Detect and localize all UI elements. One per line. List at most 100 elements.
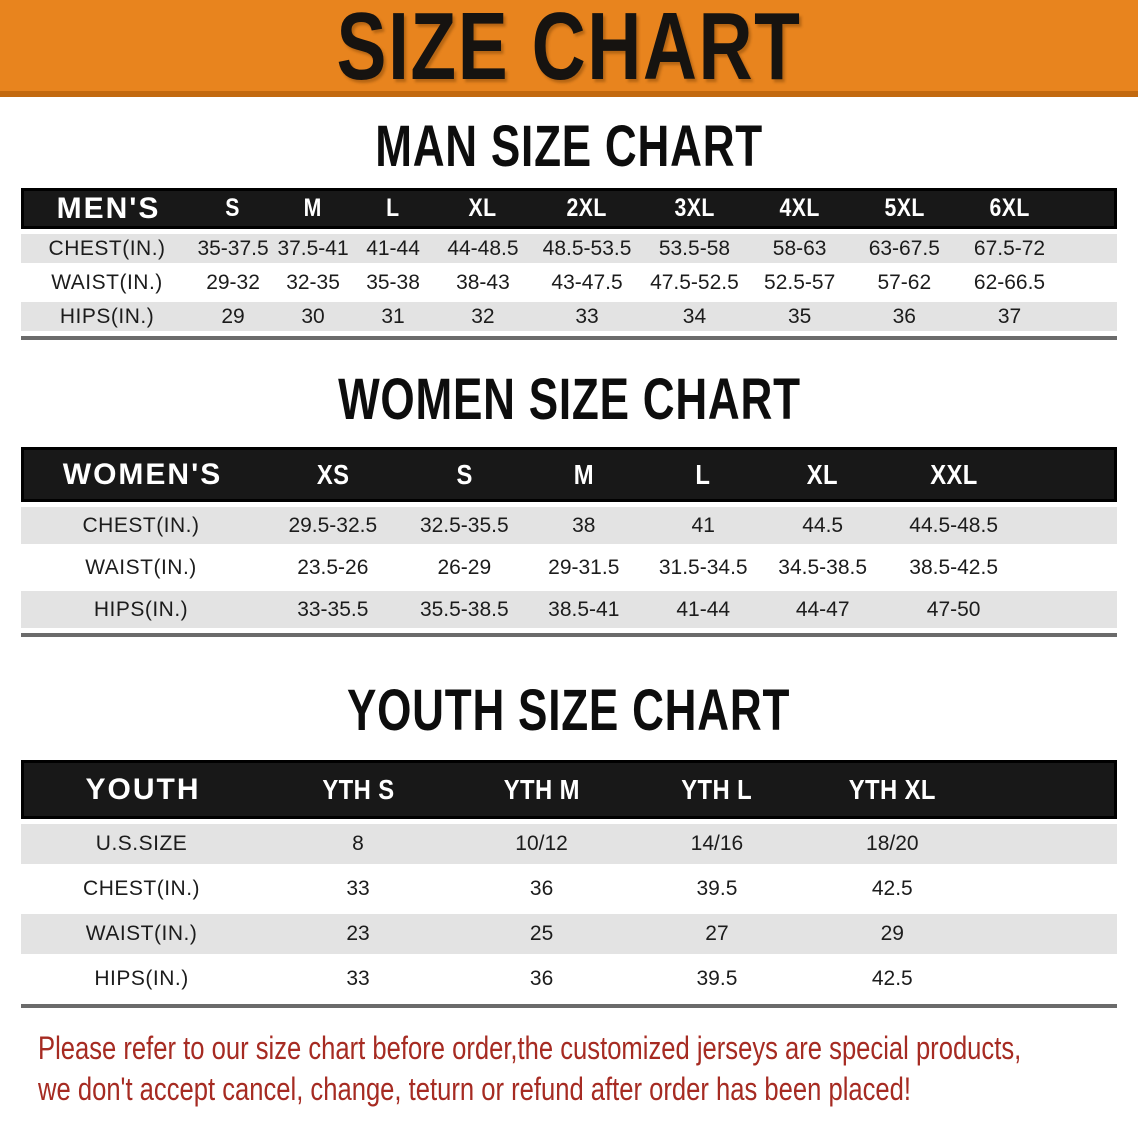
column-header-text: XL bbox=[807, 458, 839, 490]
row-label: CHEST(IN.) bbox=[21, 234, 194, 263]
cell-value: 44.5 bbox=[762, 507, 883, 544]
cell-value-text: 52.5-57 bbox=[764, 270, 836, 294]
cell-value-text: 33 bbox=[575, 304, 599, 328]
row-label: WAIST(IN.) bbox=[21, 914, 263, 954]
cell-value: 31 bbox=[353, 302, 434, 331]
cell-value-text: 25 bbox=[529, 922, 554, 945]
cell-value: 43-47.5 bbox=[532, 268, 642, 297]
cell-value: 26-29 bbox=[404, 549, 525, 586]
mens-size-table: MEN'S S M L XL 2XL 3XL 4XL 5XL 6XL CHEST(IN.) 35-3… bbox=[21, 183, 1117, 336]
cell-value: 48.5-53.5 bbox=[532, 234, 642, 263]
table-row: CHEST(IN.) 35-37.5 37.5-41 41-44 44-48.5 48.5… bbox=[21, 234, 1117, 263]
table-row: HIPS(IN.) 33 36 39.5 42.5 bbox=[21, 959, 1117, 999]
column-header: XL bbox=[762, 447, 883, 502]
cell-value-text: 29-32 bbox=[206, 270, 260, 294]
cell-value-text: 14/16 bbox=[690, 832, 744, 855]
disclaimer-line-1-wrap: Please refer to our size chart before or… bbox=[38, 1028, 1138, 1069]
cell-value-text: 31.5-34.5 bbox=[658, 555, 748, 579]
cell-value-text: 8 bbox=[352, 832, 364, 855]
cell-value: 44-48.5 bbox=[433, 234, 533, 263]
cell-value: 34 bbox=[641, 302, 748, 331]
youth-table-wrap: YOUTH YTH S YTH M YTH L YTH XL U.S.SIZE 8 10/1… bbox=[21, 755, 1117, 1008]
cell-value-text: 47-50 bbox=[926, 597, 981, 621]
row-spacer bbox=[1062, 268, 1117, 297]
cell-value-text: 48.5-53.5 bbox=[542, 236, 632, 260]
cell-value-text: 37 bbox=[997, 304, 1022, 328]
table-row: WAIST(IN.) 29-32 32-35 35-38 38-43 43-47.5 47.… bbox=[21, 268, 1117, 297]
header-spacer bbox=[979, 760, 1117, 819]
cell-value: 23 bbox=[262, 914, 454, 954]
cell-value-text: 18/20 bbox=[866, 832, 919, 855]
man-section-heading: MAN SIZE CHART bbox=[0, 113, 1138, 179]
row-label-text: WAIST(IN.) bbox=[85, 555, 197, 579]
cell-value-text: 35-37.5 bbox=[197, 236, 269, 260]
cell-value-text: 39.5 bbox=[696, 967, 738, 990]
column-header: L bbox=[353, 188, 434, 229]
column-header-text: L bbox=[386, 194, 400, 222]
cell-value: 31.5-34.5 bbox=[643, 549, 763, 586]
cell-value: 41-44 bbox=[353, 234, 434, 263]
column-header: YTH XL bbox=[804, 760, 980, 819]
cell-value: 35 bbox=[747, 302, 852, 331]
cell-value-text: 36 bbox=[529, 877, 554, 900]
column-header-text: YTH S bbox=[321, 773, 395, 805]
cell-value: 52.5-57 bbox=[747, 268, 852, 297]
cell-value-text: 27 bbox=[705, 922, 729, 945]
cell-value: 23.5-26 bbox=[261, 549, 405, 586]
column-header: YTH S bbox=[262, 760, 454, 819]
cell-value-text: 47.5-52.5 bbox=[650, 270, 739, 294]
cell-value: 36 bbox=[851, 302, 957, 331]
cell-value: 33 bbox=[262, 869, 454, 909]
cell-value: 41 bbox=[643, 507, 763, 544]
row-label: U.S.SIZE bbox=[21, 824, 263, 864]
cell-value: 58-63 bbox=[747, 234, 852, 263]
table-title-label: WOMEN'S bbox=[21, 447, 262, 502]
cell-value-text: 44.5-48.5 bbox=[909, 513, 999, 537]
youth-size-table: YOUTH YTH S YTH M YTH L YTH XL U.S.SIZE 8 10/1… bbox=[21, 755, 1117, 1004]
page-title: SIZE CHART bbox=[336, 0, 802, 97]
cell-value-text: 33 bbox=[346, 877, 370, 900]
row-label-text: CHEST(IN.) bbox=[83, 877, 201, 900]
row-label-text: WAIST(IN.) bbox=[85, 922, 198, 945]
cell-value: 38.5-42.5 bbox=[882, 549, 1025, 586]
cell-value: 41-44 bbox=[643, 591, 763, 628]
row-label-text: CHEST(IN.) bbox=[82, 513, 200, 537]
column-header-text: 2XL bbox=[566, 194, 608, 222]
header-spacer bbox=[1024, 447, 1117, 502]
cell-value-text: 58-63 bbox=[772, 236, 827, 260]
row-spacer bbox=[1062, 302, 1117, 331]
cell-value-text: 67.5-72 bbox=[973, 236, 1046, 260]
table-title-label-text: WOMEN'S bbox=[62, 457, 223, 491]
column-header-text: YTH L bbox=[681, 773, 753, 805]
column-header: 3XL bbox=[641, 188, 748, 229]
column-header: M bbox=[524, 447, 644, 502]
row-label-text: U.S.SIZE bbox=[95, 832, 188, 855]
row-label-text: HIPS(IN.) bbox=[93, 597, 189, 621]
column-header-text: 3XL bbox=[674, 194, 715, 222]
youth-heading-text: YOUTH SIZE CHART bbox=[347, 678, 791, 743]
cell-value: 29.5-32.5 bbox=[261, 507, 405, 544]
column-header: 4XL bbox=[747, 188, 852, 229]
cell-value-text: 36 bbox=[892, 304, 916, 328]
cell-value-text: 33 bbox=[346, 967, 370, 990]
column-header-text: M bbox=[573, 458, 594, 490]
column-header-text: XS bbox=[316, 458, 350, 490]
cell-value: 33 bbox=[262, 959, 454, 999]
row-label-text: WAIST(IN.) bbox=[51, 270, 163, 294]
column-header: XXL bbox=[882, 447, 1025, 502]
women-heading-text: WOMEN SIZE CHART bbox=[337, 367, 801, 432]
cell-value: 37.5-41 bbox=[273, 234, 354, 263]
cell-value-text: 38 bbox=[572, 513, 596, 537]
column-header-text: S bbox=[225, 194, 241, 222]
cell-value: 47.5-52.5 bbox=[641, 268, 748, 297]
cell-value-text: 31 bbox=[381, 304, 405, 328]
youth-header-row: YOUTH YTH S YTH M YTH L YTH XL bbox=[21, 760, 1117, 819]
cell-value-text: 44-47 bbox=[795, 597, 850, 621]
row-spacer bbox=[1024, 591, 1117, 628]
row-spacer bbox=[979, 959, 1117, 999]
column-header-text: YTH XL bbox=[848, 773, 936, 805]
cell-value: 14/16 bbox=[629, 824, 805, 864]
row-label-text: CHEST(IN.) bbox=[48, 236, 166, 260]
cell-value: 32-35 bbox=[273, 268, 354, 297]
